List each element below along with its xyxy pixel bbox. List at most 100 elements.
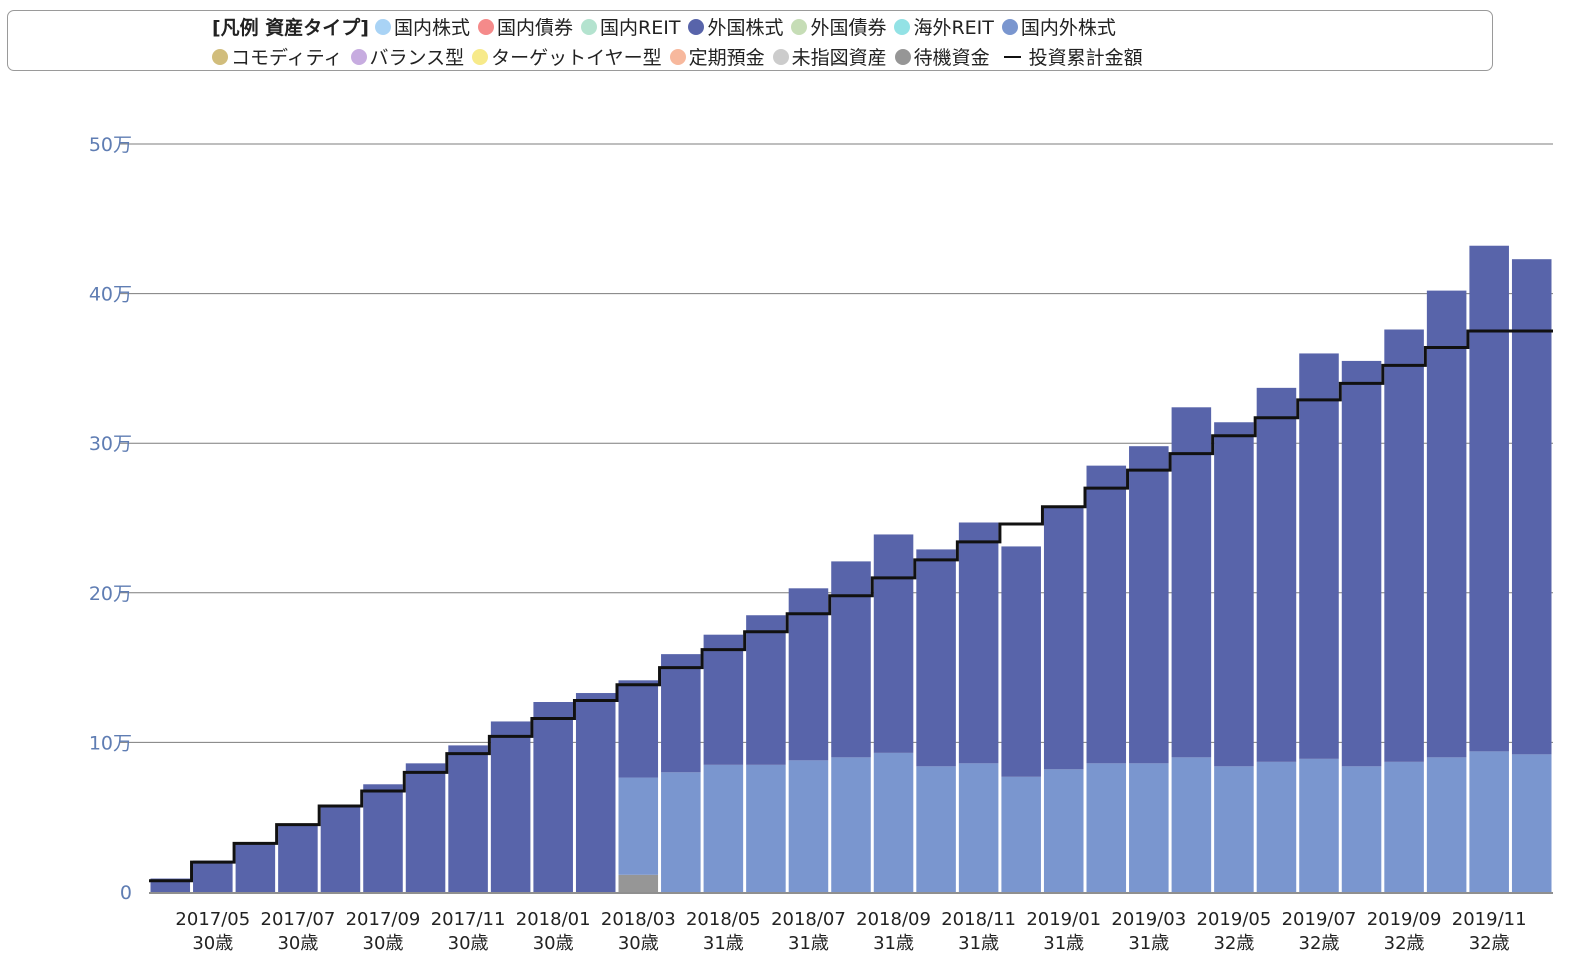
legend-label: 投資累計金額 xyxy=(1028,47,1143,69)
legend-item[interactable]: 外国債券 xyxy=(791,13,886,40)
legend-item[interactable]: 未指図資産 xyxy=(772,43,887,70)
legend-label: 定期預金 xyxy=(688,47,765,69)
x-tick-age: 32歳 xyxy=(1299,933,1340,954)
bar-segment xyxy=(916,766,956,892)
legend-label: コモディティ xyxy=(231,47,343,69)
circle-swatch-icon xyxy=(581,18,598,35)
x-tick-age: 31歳 xyxy=(788,933,829,954)
cumulative-investment-line xyxy=(149,329,1553,883)
legend-label: 国内外株式 xyxy=(1020,17,1116,39)
legend-label: 海外REIT xyxy=(913,17,994,39)
circle-swatch-icon xyxy=(894,48,911,65)
circle-swatch-icon xyxy=(772,48,789,65)
bar-segment xyxy=(788,588,829,761)
legend-item[interactable]: 投資累計金額 xyxy=(998,43,1143,70)
x-tick-date: 2017/07 xyxy=(261,909,336,930)
x-tick-date: 2019/07 xyxy=(1282,909,1357,930)
bar-segment xyxy=(958,763,999,892)
bar-segment xyxy=(1001,546,1041,777)
legend-label: 待機資金 xyxy=(913,47,990,69)
bar-segment xyxy=(1469,751,1509,892)
bar-segment xyxy=(320,806,361,892)
bar-segment xyxy=(788,760,829,892)
legend-item[interactable]: バランス型 xyxy=(350,43,465,70)
bar-segment xyxy=(1214,422,1254,767)
line-swatch-icon xyxy=(1003,55,1021,58)
y-tick-label: 10万 xyxy=(89,732,132,754)
bar-segment xyxy=(661,654,701,773)
bar-segment xyxy=(1171,757,1212,892)
x-tick-age: 32歳 xyxy=(1213,933,1254,954)
legend-item[interactable]: 待機資金 xyxy=(894,43,990,70)
legend-item[interactable]: ターゲットイヤー型 xyxy=(472,43,662,70)
x-tick-age: 31歳 xyxy=(1043,933,1084,954)
bar-segment xyxy=(831,561,871,758)
bar-segment xyxy=(703,764,744,892)
bar-segment xyxy=(1341,360,1382,767)
x-tick-date: 2019/01 xyxy=(1026,909,1101,930)
x-tick-date: 2019/03 xyxy=(1111,909,1186,930)
bar-segment xyxy=(831,757,871,892)
y-tick-label: 20万 xyxy=(89,583,132,605)
legend-row-1: [凡例 資産タイプ] 国内株式 国内債券 国内REIT 外国株式 外国債券 海外REIT 国… xyxy=(212,13,1124,40)
circle-swatch-icon xyxy=(472,48,489,65)
bar-segment xyxy=(1426,290,1467,758)
x-tick-date: 2018/01 xyxy=(516,909,591,930)
bar-segment xyxy=(1043,769,1084,892)
x-tick-date: 2018/11 xyxy=(941,909,1016,930)
bar-segment xyxy=(490,721,531,892)
bar-segment xyxy=(618,777,659,875)
legend-item[interactable]: 定期預金 xyxy=(669,43,765,70)
legend-item[interactable]: 海外REIT xyxy=(894,13,994,40)
circle-swatch-icon xyxy=(669,48,686,65)
bar-segment xyxy=(1129,446,1169,764)
y-tick-label: 40万 xyxy=(89,284,132,306)
legend-item[interactable]: 外国株式 xyxy=(688,13,783,40)
legend-row-2: コモディティ バランス型 ターゲットイヤー型 定期預金 未指図資産 待機資金 投資累計金額 xyxy=(212,43,1151,70)
bar-segment xyxy=(661,772,701,892)
legend-label: バランス型 xyxy=(369,47,465,69)
bar-segment xyxy=(746,764,786,892)
x-tick-age: 31歳 xyxy=(703,933,744,954)
bar-segment xyxy=(958,522,999,764)
bar-segment xyxy=(1469,245,1509,752)
legend-item[interactable]: 国内外株式 xyxy=(1001,13,1116,40)
x-tick-date: 2017/05 xyxy=(175,909,250,930)
bar-segment xyxy=(1384,761,1424,892)
legend-label: 国内債券 xyxy=(497,17,574,39)
bar-segment xyxy=(873,534,914,753)
legend-label: 国内REIT xyxy=(600,17,681,39)
x-tick-age: 30歳 xyxy=(192,933,233,954)
legend-label: ターゲットイヤー型 xyxy=(491,47,662,69)
x-tick-date: 2018/05 xyxy=(686,909,761,930)
bar-segment xyxy=(1426,757,1467,892)
bar-segment xyxy=(1256,387,1297,762)
x-tick-date: 2017/09 xyxy=(346,909,421,930)
bar-segment xyxy=(193,860,233,892)
x-tick-age: 30歳 xyxy=(533,933,574,954)
legend-label: 国内株式 xyxy=(393,17,470,39)
y-tick-label: 50万 xyxy=(89,134,132,156)
x-tick-date: 2017/11 xyxy=(431,909,506,930)
legend-item[interactable]: 国内REIT xyxy=(581,13,680,40)
bar-segment xyxy=(1299,353,1339,759)
bar-segment xyxy=(618,680,659,778)
x-tick-age: 31歳 xyxy=(1128,933,1169,954)
legend-item[interactable]: コモディティ xyxy=(212,43,343,70)
bar-segment xyxy=(1256,761,1297,892)
legend-item[interactable]: 国内債券 xyxy=(478,13,573,40)
circle-swatch-icon xyxy=(212,48,228,65)
bar-segment xyxy=(1299,758,1339,892)
legend-label: 外国株式 xyxy=(707,17,784,39)
bar-segment xyxy=(575,693,616,892)
bar-segment xyxy=(278,824,318,892)
legend-item[interactable]: 国内株式 xyxy=(374,13,470,40)
legend-label: 外国債券 xyxy=(810,17,887,39)
legend-label: 未指図資産 xyxy=(791,47,887,69)
bar-segment xyxy=(1214,766,1254,892)
x-tick-age: 32歳 xyxy=(1469,933,1510,954)
bar-segment xyxy=(618,874,659,892)
bar-segment xyxy=(1511,754,1552,892)
x-tick-age: 30歳 xyxy=(618,933,659,954)
